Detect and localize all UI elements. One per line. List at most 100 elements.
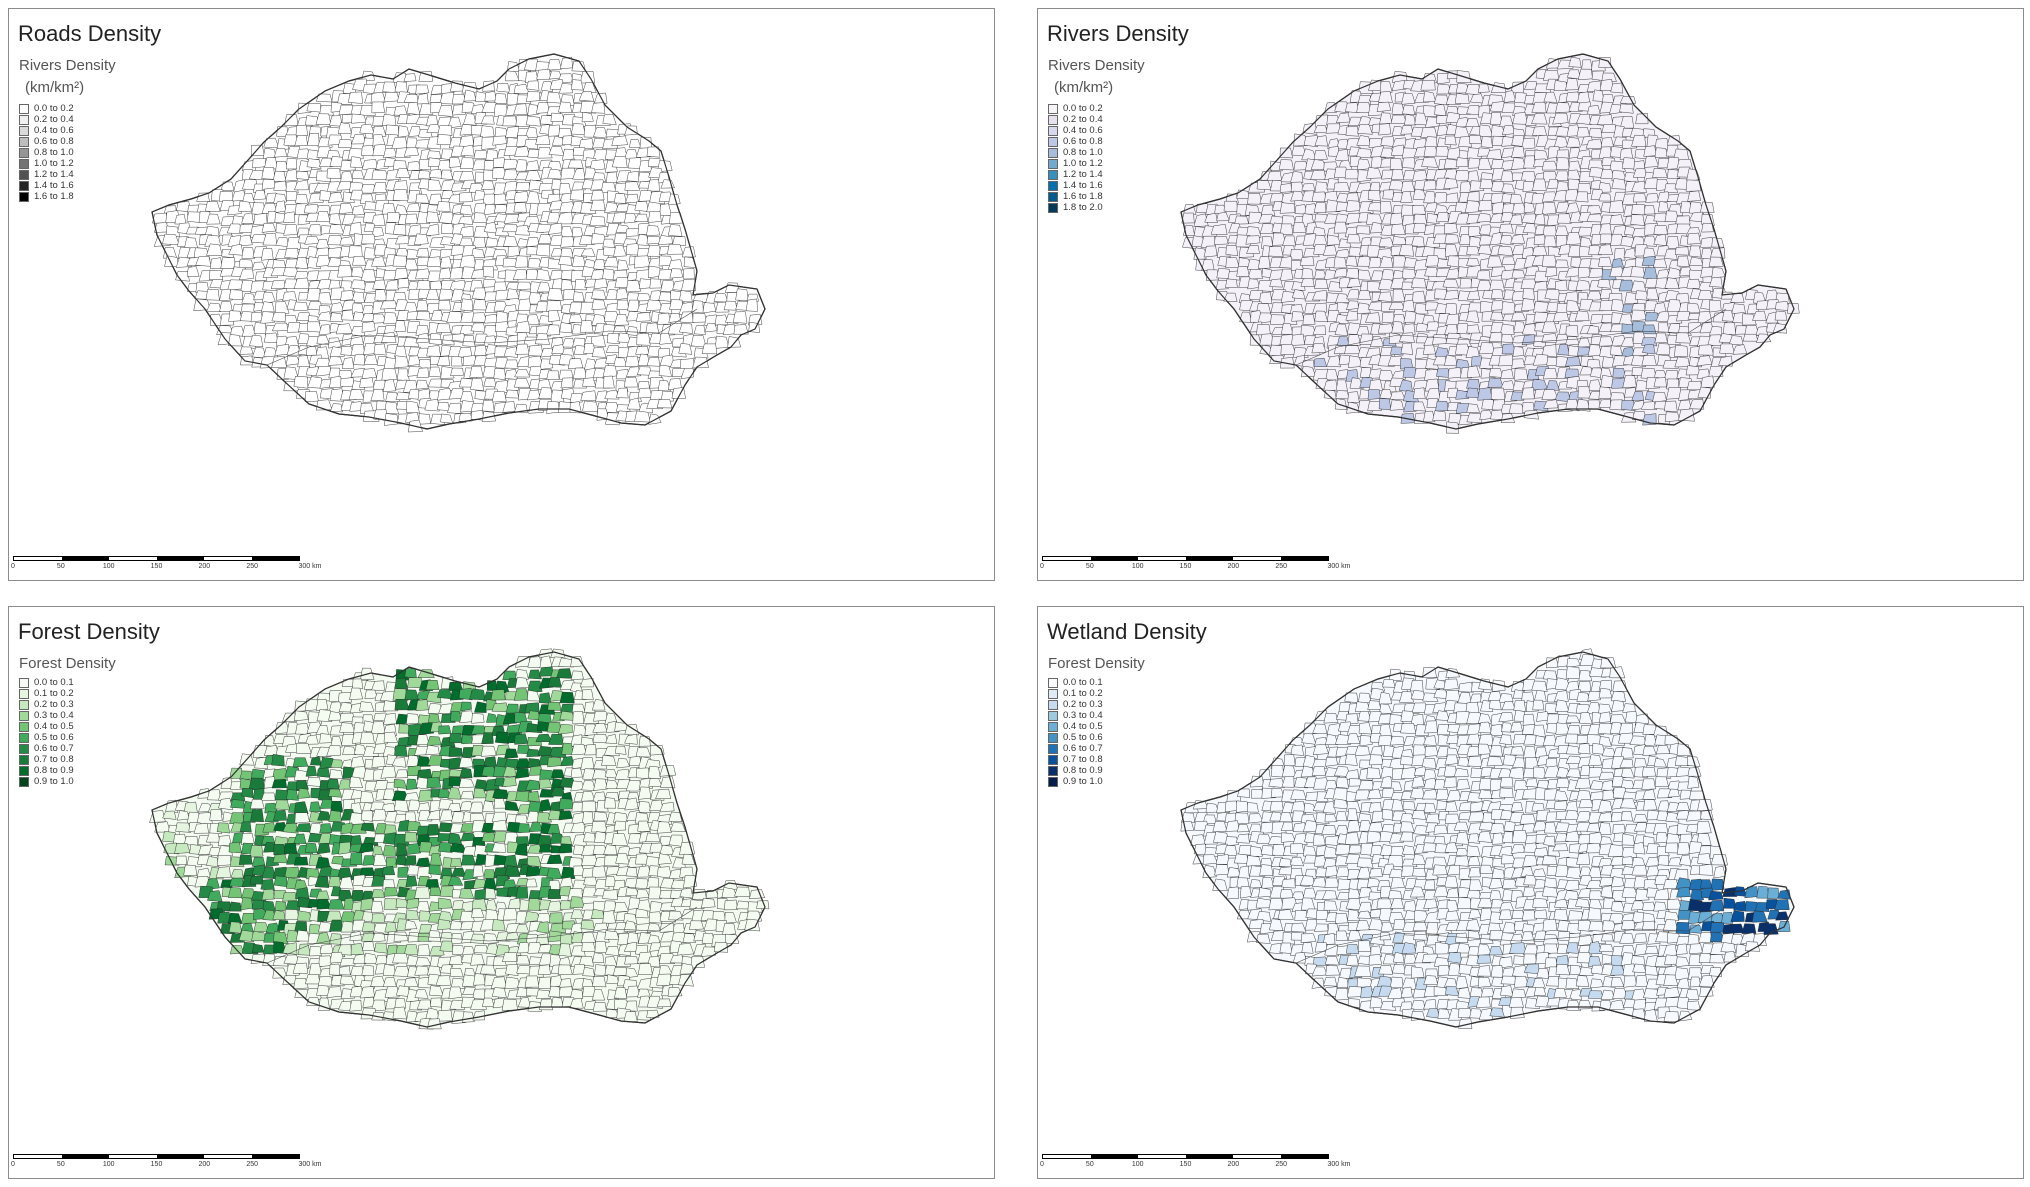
legend-entry: 1.2 to 1.4	[19, 169, 116, 180]
admin-unit	[1369, 379, 1383, 392]
admin-unit	[515, 767, 530, 779]
admin-unit	[570, 767, 583, 778]
admin-unit	[1543, 399, 1558, 409]
admin-unit	[1775, 911, 1789, 921]
admin-unit	[450, 182, 467, 192]
admin-unit	[1686, 810, 1702, 822]
admin-unit	[722, 923, 736, 936]
admin-unit	[536, 68, 551, 80]
admin-unit	[581, 800, 597, 813]
admin-unit	[635, 346, 650, 355]
admin-unit	[1347, 909, 1360, 922]
panel-title: Roads Density	[18, 21, 162, 46]
admin-unit	[1454, 932, 1469, 943]
admin-unit	[1565, 745, 1581, 755]
admin-unit	[1512, 202, 1527, 215]
admin-unit	[1634, 888, 1650, 901]
admin-unit	[1399, 691, 1414, 703]
admin-unit	[450, 977, 466, 989]
admin-unit	[459, 767, 473, 779]
admin-unit	[449, 732, 463, 744]
admin-unit	[1532, 246, 1548, 257]
admin-unit	[571, 79, 584, 91]
admin-unit	[282, 822, 299, 834]
admin-unit	[1234, 812, 1250, 825]
admin-unit	[1399, 813, 1415, 824]
admin-unit	[319, 104, 334, 116]
admin-unit	[535, 61, 552, 72]
admin-unit	[1323, 846, 1338, 859]
admin-unit	[349, 999, 362, 1012]
admin-unit	[1512, 112, 1528, 125]
scale-tick-label: 0	[11, 1161, 15, 1168]
admin-unit	[293, 710, 309, 722]
admin-unit	[260, 248, 274, 261]
admin-unit	[1390, 212, 1404, 225]
admin-unit	[1763, 923, 1779, 935]
admin-unit	[645, 832, 660, 843]
admin-unit	[1598, 386, 1612, 399]
admin-unit	[494, 93, 508, 104]
admin-unit	[667, 224, 683, 237]
admin-unit	[252, 158, 267, 169]
admin-unit	[1635, 113, 1649, 125]
admin-unit	[1621, 847, 1637, 859]
admin-unit	[1420, 79, 1436, 91]
admin-unit	[636, 233, 650, 246]
admin-unit	[404, 668, 417, 679]
legend-swatch	[1048, 103, 1058, 114]
admin-unit	[591, 289, 607, 300]
admin-unit	[297, 355, 310, 368]
admin-unit	[1445, 689, 1461, 702]
admin-unit	[1456, 778, 1471, 790]
admin-unit	[594, 964, 608, 977]
admin-unit	[1631, 302, 1646, 312]
admin-unit	[447, 803, 461, 812]
admin-unit	[394, 745, 408, 757]
admin-unit	[1212, 878, 1228, 892]
admin-unit	[494, 777, 506, 788]
admin-unit	[505, 703, 519, 714]
admin-unit	[1456, 323, 1471, 335]
admin-unit	[274, 799, 291, 811]
admin-unit	[1267, 170, 1282, 181]
country-outline	[151, 53, 766, 430]
admin-unit	[592, 149, 608, 162]
admin-unit	[184, 237, 198, 249]
admin-unit	[1488, 700, 1502, 711]
legend-swatch	[1048, 202, 1058, 213]
admin-unit	[582, 400, 599, 413]
admin-unit	[561, 338, 575, 348]
admin-unit	[581, 942, 596, 952]
admin-unit	[458, 687, 473, 701]
admin-unit	[678, 974, 694, 987]
admin-unit	[570, 670, 584, 681]
admin-unit	[273, 941, 288, 954]
admin-unit	[1313, 202, 1327, 213]
admin-unit	[1389, 399, 1404, 411]
admin-unit	[1501, 831, 1514, 844]
admin-unit	[580, 920, 595, 930]
admin-unit	[1511, 830, 1529, 843]
admin-unit	[284, 866, 301, 878]
legend-entry: 0.0 to 0.2	[1048, 103, 1145, 114]
legend-label: 0.7 to 0.8	[1063, 754, 1103, 765]
admin-unit	[1577, 182, 1591, 195]
admin-unit	[1510, 391, 1525, 401]
admin-unit	[425, 744, 440, 756]
admin-unit	[515, 758, 531, 768]
admin-unit	[1402, 299, 1415, 312]
admin-unit	[1444, 303, 1458, 316]
admin-unit	[1491, 868, 1505, 879]
admin-unit	[491, 702, 509, 712]
admin-unit	[1547, 246, 1561, 257]
admin-unit	[384, 413, 399, 426]
admin-unit	[327, 235, 343, 246]
admin-unit	[1618, 722, 1634, 735]
legend-entry: 0.6 to 0.8	[19, 136, 116, 147]
wetland-density-panel: Wetland Density Forest Density 0.0 to 0.…	[1037, 606, 2024, 1179]
admin-unit	[1578, 743, 1591, 755]
admin-unit	[515, 343, 530, 355]
admin-unit	[624, 355, 640, 367]
admin-unit	[1491, 679, 1506, 692]
